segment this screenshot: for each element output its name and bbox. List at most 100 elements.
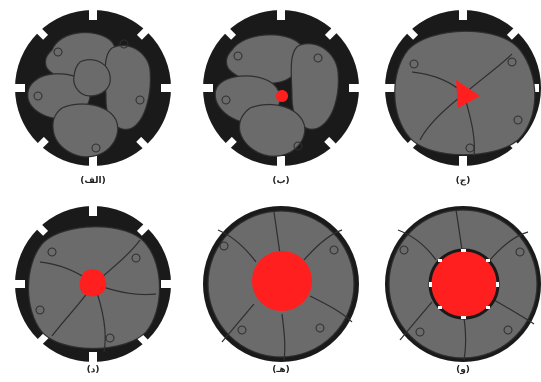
caption-dal: (د) [86, 365, 100, 375]
curl [507, 57, 517, 67]
edge-mark [438, 259, 442, 262]
particle [290, 43, 339, 130]
curl [513, 115, 523, 125]
particle-curls [35, 247, 141, 343]
notch [136, 24, 152, 40]
edge-mark [461, 316, 466, 319]
curl [221, 95, 231, 105]
caption-alef: (الف) [80, 176, 106, 186]
curl [91, 143, 101, 153]
edge-mark [496, 282, 499, 287]
die-notches [11, 6, 175, 170]
boundary [281, 313, 286, 361]
notch [33, 332, 49, 348]
curl [313, 53, 323, 63]
curl [119, 39, 129, 49]
notch [89, 202, 97, 216]
notch [33, 24, 49, 40]
curl [415, 327, 425, 337]
notch [277, 6, 285, 20]
core-edge-marks [429, 249, 499, 319]
panel-be [199, 6, 363, 170]
notch [349, 84, 363, 92]
notch [33, 136, 49, 152]
notch [324, 136, 340, 152]
boundary [455, 209, 463, 251]
particle-curls [409, 57, 523, 153]
caption-be: (ب) [272, 176, 290, 186]
grain-boundaries [397, 209, 535, 361]
boundary [303, 229, 343, 261]
panel-he [203, 206, 359, 362]
die-notches [199, 6, 363, 170]
curl [233, 51, 243, 61]
notch [403, 24, 419, 40]
edge-mark [461, 249, 466, 252]
caption-jim: (ج) [455, 176, 471, 186]
notch [33, 220, 49, 236]
boundary [273, 211, 281, 255]
boundary [399, 301, 433, 341]
curl [293, 141, 303, 151]
boundary [217, 229, 257, 263]
notch [506, 24, 522, 40]
caption-he: (هـ) [272, 365, 290, 375]
edge-mark [486, 306, 490, 309]
curl [47, 247, 57, 257]
curl [219, 241, 229, 251]
powder-particles [27, 32, 151, 158]
molten-core [276, 90, 288, 102]
curl [409, 59, 419, 69]
molten-core [252, 251, 312, 311]
boundary [397, 229, 437, 261]
molten-core [79, 269, 107, 297]
curl [465, 143, 475, 153]
curl [329, 245, 339, 255]
notch [89, 352, 97, 366]
panel-dal [11, 202, 175, 366]
notch [161, 280, 175, 288]
edge-mark [429, 282, 432, 287]
notch [221, 24, 237, 40]
particle-curls [33, 39, 145, 153]
curl [399, 245, 409, 255]
notch [277, 156, 285, 170]
notch [199, 84, 213, 92]
notch [89, 6, 97, 20]
curl [53, 47, 63, 57]
particle [238, 103, 306, 157]
notch [324, 24, 340, 40]
particle-curls [221, 51, 323, 151]
curl [35, 305, 45, 315]
boundary [221, 303, 255, 343]
particle-curls [399, 245, 525, 337]
particle [73, 59, 111, 97]
boundary [489, 231, 529, 261]
notch [459, 6, 467, 20]
edge-mark [438, 306, 442, 309]
boundary [309, 295, 353, 323]
notch [136, 220, 152, 236]
curl [503, 325, 513, 335]
notch [459, 156, 467, 170]
curl [237, 325, 247, 335]
notch [161, 84, 175, 92]
molten-core [456, 80, 480, 108]
caption-vav: (و) [456, 365, 470, 375]
edge-mark [486, 259, 490, 262]
notch [89, 156, 97, 170]
notch [381, 84, 395, 92]
panel-jim [381, 6, 541, 170]
particle-curls [219, 241, 339, 335]
notch [221, 136, 237, 152]
notch [136, 136, 152, 152]
notch [11, 84, 25, 92]
curl [33, 91, 43, 101]
curl [315, 323, 325, 333]
curl [515, 247, 525, 257]
curl [105, 333, 115, 343]
notch [11, 280, 25, 288]
curl [135, 95, 145, 105]
curl [131, 253, 141, 263]
